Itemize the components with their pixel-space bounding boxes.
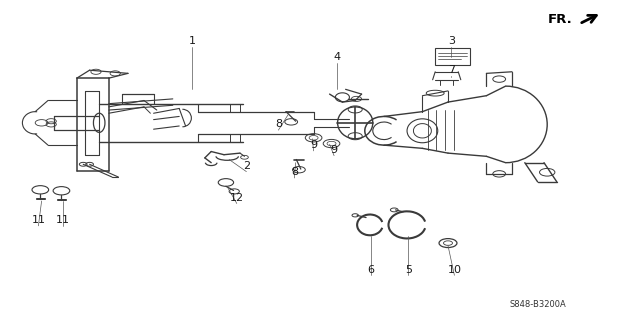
Text: 5: 5 — [405, 264, 412, 275]
Text: 10: 10 — [447, 264, 461, 275]
Text: 4: 4 — [333, 52, 341, 63]
Text: 12: 12 — [230, 193, 244, 203]
Text: 2: 2 — [243, 161, 250, 171]
Text: 1: 1 — [189, 36, 195, 47]
Text: 9: 9 — [330, 145, 338, 155]
Text: 9: 9 — [310, 140, 317, 150]
Text: 8: 8 — [291, 167, 298, 177]
Bar — [435, 48, 470, 65]
Text: 3: 3 — [448, 36, 454, 47]
Text: 11: 11 — [56, 215, 70, 225]
Text: FR.: FR. — [548, 13, 572, 26]
Text: 11: 11 — [31, 215, 45, 225]
Text: 8: 8 — [275, 119, 282, 130]
Text: 6: 6 — [368, 264, 374, 275]
Text: 7: 7 — [447, 65, 455, 75]
Text: S848-B3200A: S848-B3200A — [509, 300, 566, 309]
